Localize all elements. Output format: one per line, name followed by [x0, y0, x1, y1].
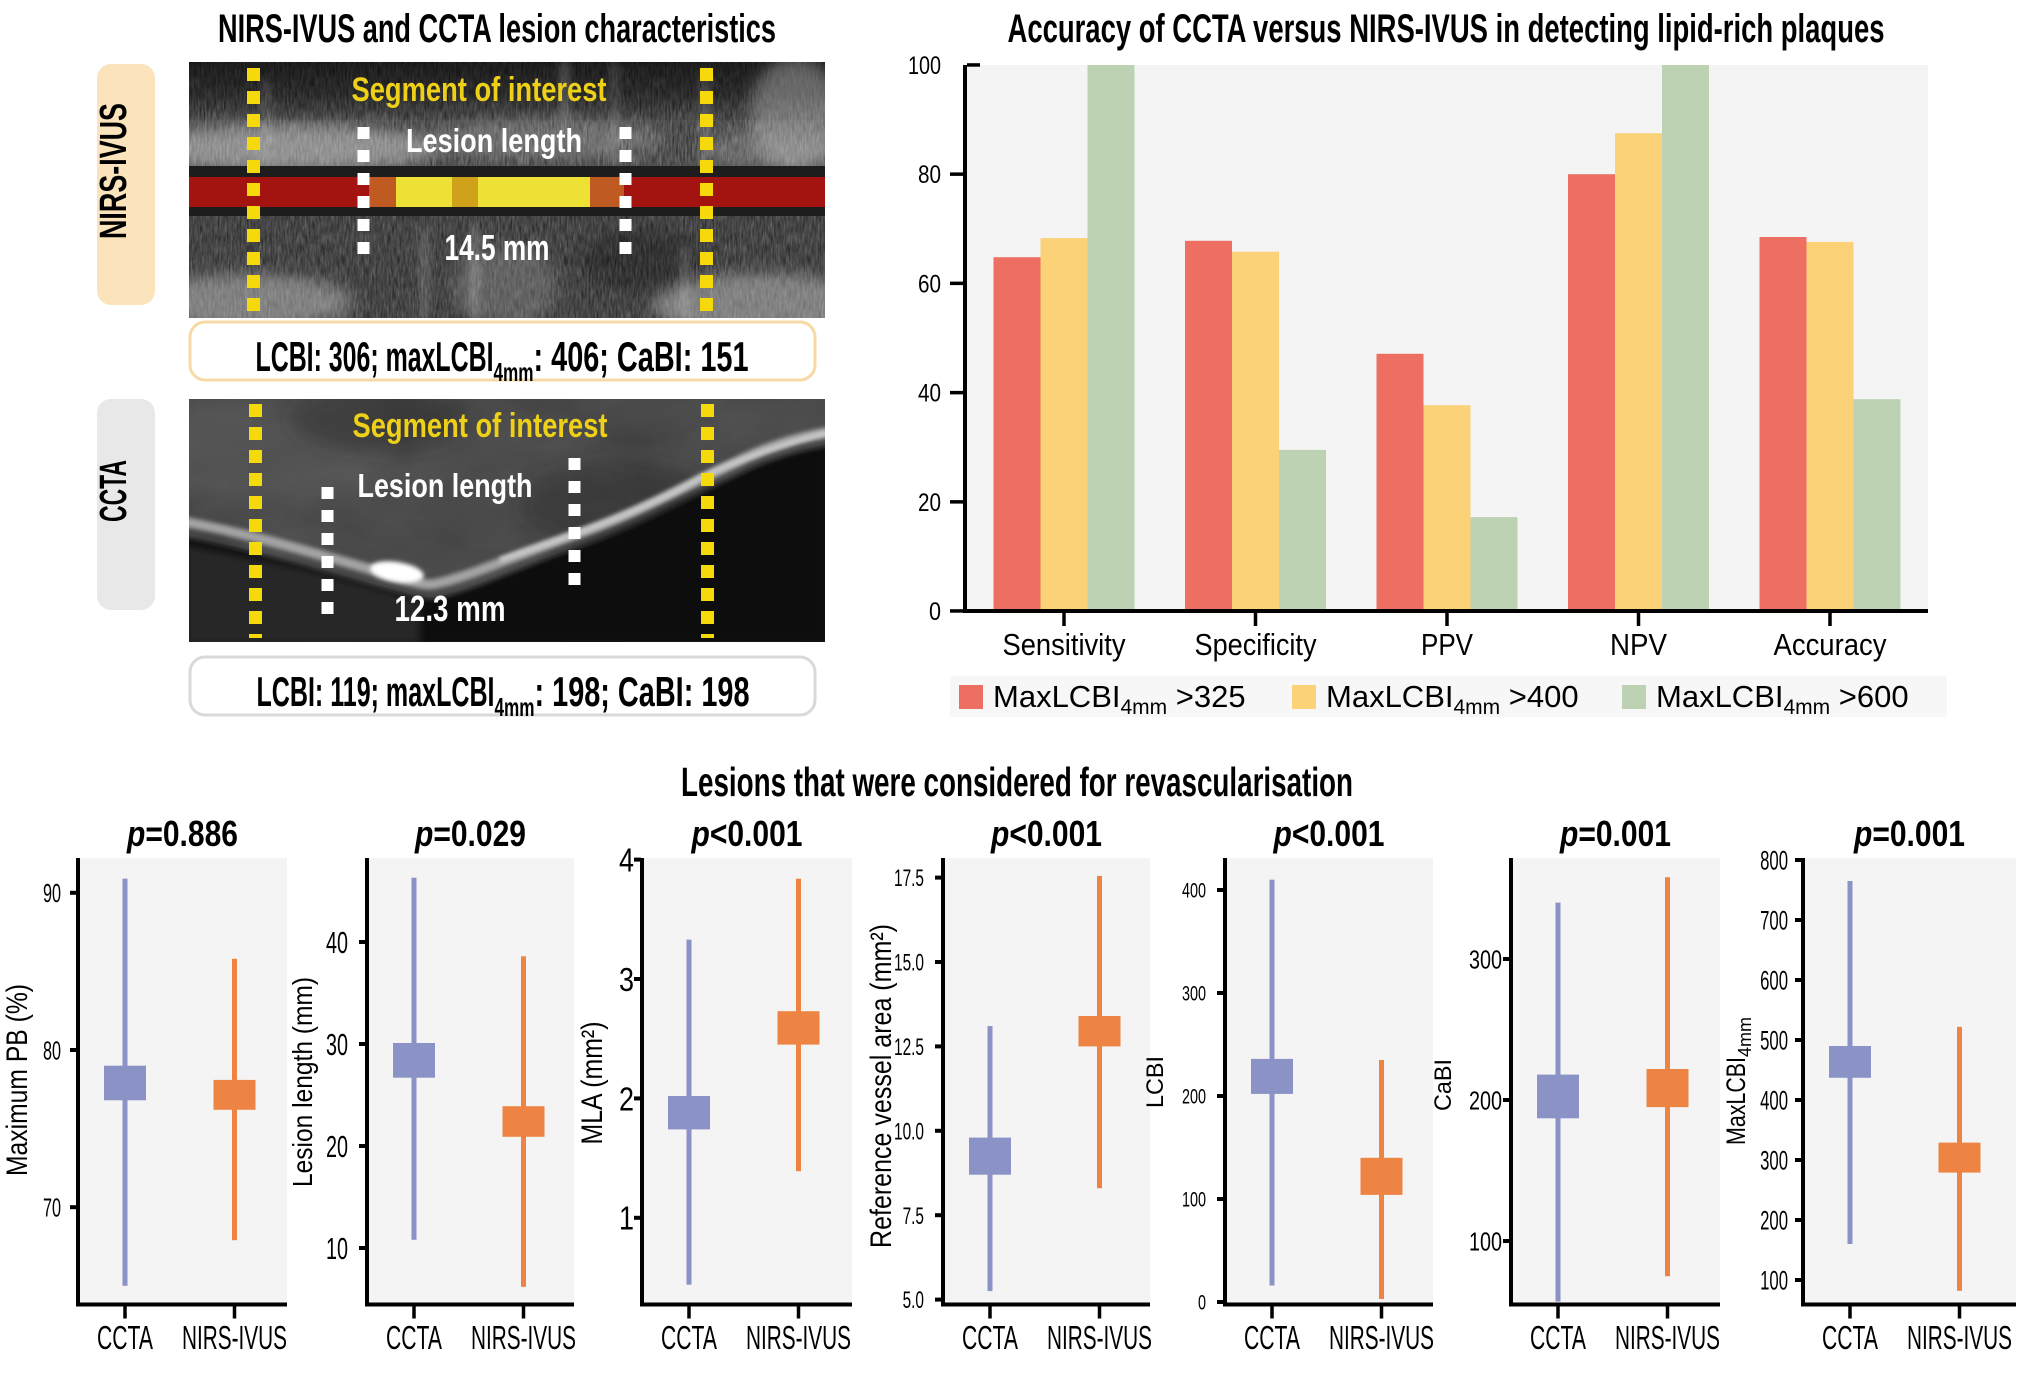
svg-text:200: 200 [1469, 1085, 1502, 1115]
svg-text:MaxLCBI4mm >600: MaxLCBI4mm >600 [1656, 679, 1909, 719]
svg-text:CCTA: CCTA [93, 460, 135, 522]
svg-text:Sensitivity: Sensitivity [1003, 627, 1126, 662]
svg-text:CCTA: CCTA [97, 1319, 153, 1356]
svg-text:70: 70 [43, 1193, 61, 1223]
svg-text:5.0: 5.0 [903, 1287, 924, 1314]
svg-text:20: 20 [918, 489, 941, 517]
svg-text:: 198; CaBI: 198: : 198; CaBI: 198 [535, 668, 750, 715]
svg-text:Lesions that were considered f: Lesions that were considered for revascu… [681, 759, 1353, 805]
svg-text:40: 40 [918, 380, 941, 408]
svg-text:Accuracy: Accuracy [1774, 627, 1887, 662]
svg-text:20: 20 [326, 1129, 348, 1164]
svg-text:800: 800 [1760, 846, 1788, 876]
svg-text:700: 700 [1760, 906, 1788, 936]
svg-text:12.5: 12.5 [894, 1034, 924, 1061]
svg-text:15.0: 15.0 [894, 950, 924, 977]
svg-text:p<0.001: p<0.001 [691, 813, 803, 854]
svg-text:NIRS-IVUS: NIRS-IVUS [1047, 1319, 1152, 1356]
svg-text:100: 100 [1760, 1266, 1788, 1296]
svg-text:40: 40 [326, 925, 348, 960]
svg-text:Lesion length: Lesion length [358, 467, 533, 504]
svg-text:p=0.029: p=0.029 [414, 813, 526, 854]
svg-text:p=0.001: p=0.001 [1559, 813, 1671, 854]
svg-text:0: 0 [929, 598, 941, 626]
svg-text:MLA (mm²): MLA (mm²) [576, 1022, 609, 1145]
svg-text:MaxLCBI4mm >325: MaxLCBI4mm >325 [993, 679, 1246, 719]
svg-text:NIRS-IVUS: NIRS-IVUS [182, 1319, 287, 1356]
svg-text:90: 90 [43, 878, 61, 908]
svg-text:4: 4 [619, 841, 634, 878]
svg-text:80: 80 [43, 1035, 61, 1065]
svg-text:CCTA: CCTA [1530, 1319, 1586, 1356]
svg-text:4mm: 4mm [494, 357, 534, 387]
svg-text:60: 60 [918, 270, 941, 298]
svg-text:7.5: 7.5 [903, 1203, 924, 1230]
svg-text:100: 100 [1469, 1226, 1502, 1256]
svg-text:NIRS-IVUS: NIRS-IVUS [1615, 1319, 1720, 1356]
svg-text:17.5: 17.5 [894, 865, 924, 892]
svg-text:Lesion length: Lesion length [406, 122, 582, 159]
svg-text:p<0.001: p<0.001 [990, 813, 1102, 854]
svg-text:: 406; CaBI: 151: : 406; CaBI: 151 [534, 333, 749, 380]
svg-text:14.5 mm: 14.5 mm [445, 227, 550, 268]
svg-text:Reference vessel area (mm²): Reference vessel area (mm²) [865, 924, 898, 1248]
svg-text:MaxLCBI4mm: MaxLCBI4mm [1721, 1017, 1755, 1145]
svg-text:400: 400 [1760, 1086, 1788, 1116]
svg-text:10.0: 10.0 [894, 1118, 924, 1145]
svg-text:CCTA: CCTA [386, 1319, 442, 1356]
svg-text:Segment of interest: Segment of interest [352, 71, 607, 109]
svg-text:Maximum PB (%): Maximum PB (%) [1, 984, 34, 1176]
svg-text:CCTA: CCTA [962, 1319, 1018, 1356]
svg-text:CCTA: CCTA [661, 1319, 717, 1356]
svg-text:10: 10 [326, 1231, 348, 1266]
svg-text:12.3 mm: 12.3 mm [395, 588, 506, 629]
svg-text:200: 200 [1760, 1206, 1788, 1236]
svg-text:80: 80 [918, 161, 941, 189]
svg-text:Segment of interest: Segment of interest [353, 407, 608, 445]
svg-text:100: 100 [1182, 1189, 1206, 1212]
svg-text:Specificity: Specificity [1195, 627, 1317, 662]
svg-text:Lesion length (mm): Lesion length (mm) [287, 977, 318, 1187]
svg-text:PPV: PPV [1421, 627, 1473, 662]
svg-text:CCTA: CCTA [1244, 1319, 1300, 1356]
svg-text:LCBI: 306; maxLCBI: LCBI: 306; maxLCBI [256, 333, 494, 380]
svg-text:400: 400 [1182, 880, 1206, 903]
svg-text:100: 100 [908, 52, 941, 80]
svg-text:600: 600 [1760, 966, 1788, 996]
svg-text:3: 3 [619, 961, 634, 998]
svg-text:4mm: 4mm [495, 692, 535, 722]
svg-text:LCBI: 119; maxLCBI: LCBI: 119; maxLCBI [257, 668, 495, 715]
svg-text:Accuracy of CCTA versus NIRS-I: Accuracy of CCTA versus NIRS-IVUS in det… [1008, 7, 1885, 51]
svg-text:NPV: NPV [1610, 627, 1667, 662]
svg-text:NIRS-IVUS: NIRS-IVUS [471, 1319, 576, 1356]
svg-text:NIRS-IVUS: NIRS-IVUS [1907, 1319, 2012, 1356]
svg-text:MaxLCBI4mm >400: MaxLCBI4mm >400 [1326, 679, 1579, 719]
svg-text:0: 0 [1198, 1292, 1206, 1315]
svg-text:CaBI: CaBI [1430, 1059, 1457, 1111]
svg-text:NIRS-IVUS: NIRS-IVUS [93, 103, 135, 239]
svg-text:300: 300 [1469, 944, 1502, 974]
svg-text:NIRS-IVUS and CCTA lesion char: NIRS-IVUS and CCTA lesion characteristic… [218, 7, 776, 51]
svg-text:500: 500 [1760, 1026, 1788, 1056]
svg-text:LCBI: LCBI [1142, 1056, 1169, 1108]
svg-text:300: 300 [1182, 983, 1206, 1006]
svg-text:1: 1 [619, 1200, 634, 1237]
svg-text:2: 2 [619, 1080, 634, 1117]
svg-text:p<0.001: p<0.001 [1273, 813, 1385, 854]
svg-text:p=0.886: p=0.886 [126, 813, 238, 854]
svg-text:NIRS-IVUS: NIRS-IVUS [1329, 1319, 1434, 1356]
svg-text:30: 30 [326, 1027, 348, 1062]
svg-text:200: 200 [1182, 1086, 1206, 1109]
svg-text:NIRS-IVUS: NIRS-IVUS [746, 1319, 851, 1356]
svg-text:300: 300 [1760, 1146, 1788, 1176]
svg-text:p=0.001: p=0.001 [1853, 813, 1965, 854]
svg-text:CCTA: CCTA [1822, 1319, 1878, 1356]
